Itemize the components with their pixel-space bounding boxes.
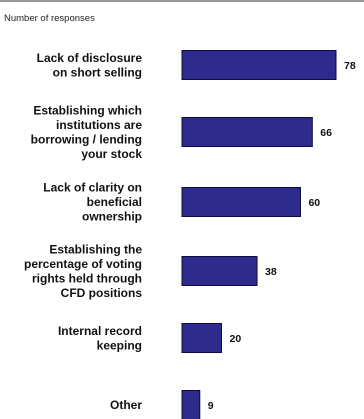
bar-value-label: 78 — [344, 60, 356, 72]
bar-value-label: 9 — [208, 400, 214, 412]
bar-value-label: 38 — [265, 266, 277, 278]
bar — [181, 323, 222, 353]
category-label: your stock — [81, 147, 142, 161]
category-label: borrowing / lending — [31, 132, 142, 146]
category-label: Establishing which — [33, 103, 142, 117]
bar — [181, 256, 258, 286]
bar — [181, 50, 337, 80]
category-label: institutions are — [56, 118, 142, 132]
category-label: Lack of disclosure — [37, 51, 143, 65]
category-label: ownership — [82, 210, 142, 224]
bar-value-label: 66 — [320, 127, 332, 139]
category-label: Establishing the — [49, 242, 142, 256]
category-label: Lack of clarity on — [43, 181, 142, 195]
category-label: keeping — [97, 338, 142, 352]
category-label: CFD positions — [61, 286, 143, 300]
category-label: Other — [110, 398, 142, 412]
bar-value-label: 60 — [308, 197, 320, 209]
bar — [181, 187, 301, 217]
category-label: beneficial — [87, 195, 142, 209]
chart-subtitle: Number of responses — [4, 13, 95, 24]
bar — [181, 117, 313, 147]
category-label: on short selling — [53, 65, 142, 79]
bar — [181, 390, 201, 419]
category-label: percentage of voting — [24, 257, 142, 271]
category-label: Internal record — [58, 324, 142, 338]
bar-value-label: 20 — [229, 333, 241, 345]
category-label: rights held through — [32, 271, 142, 285]
